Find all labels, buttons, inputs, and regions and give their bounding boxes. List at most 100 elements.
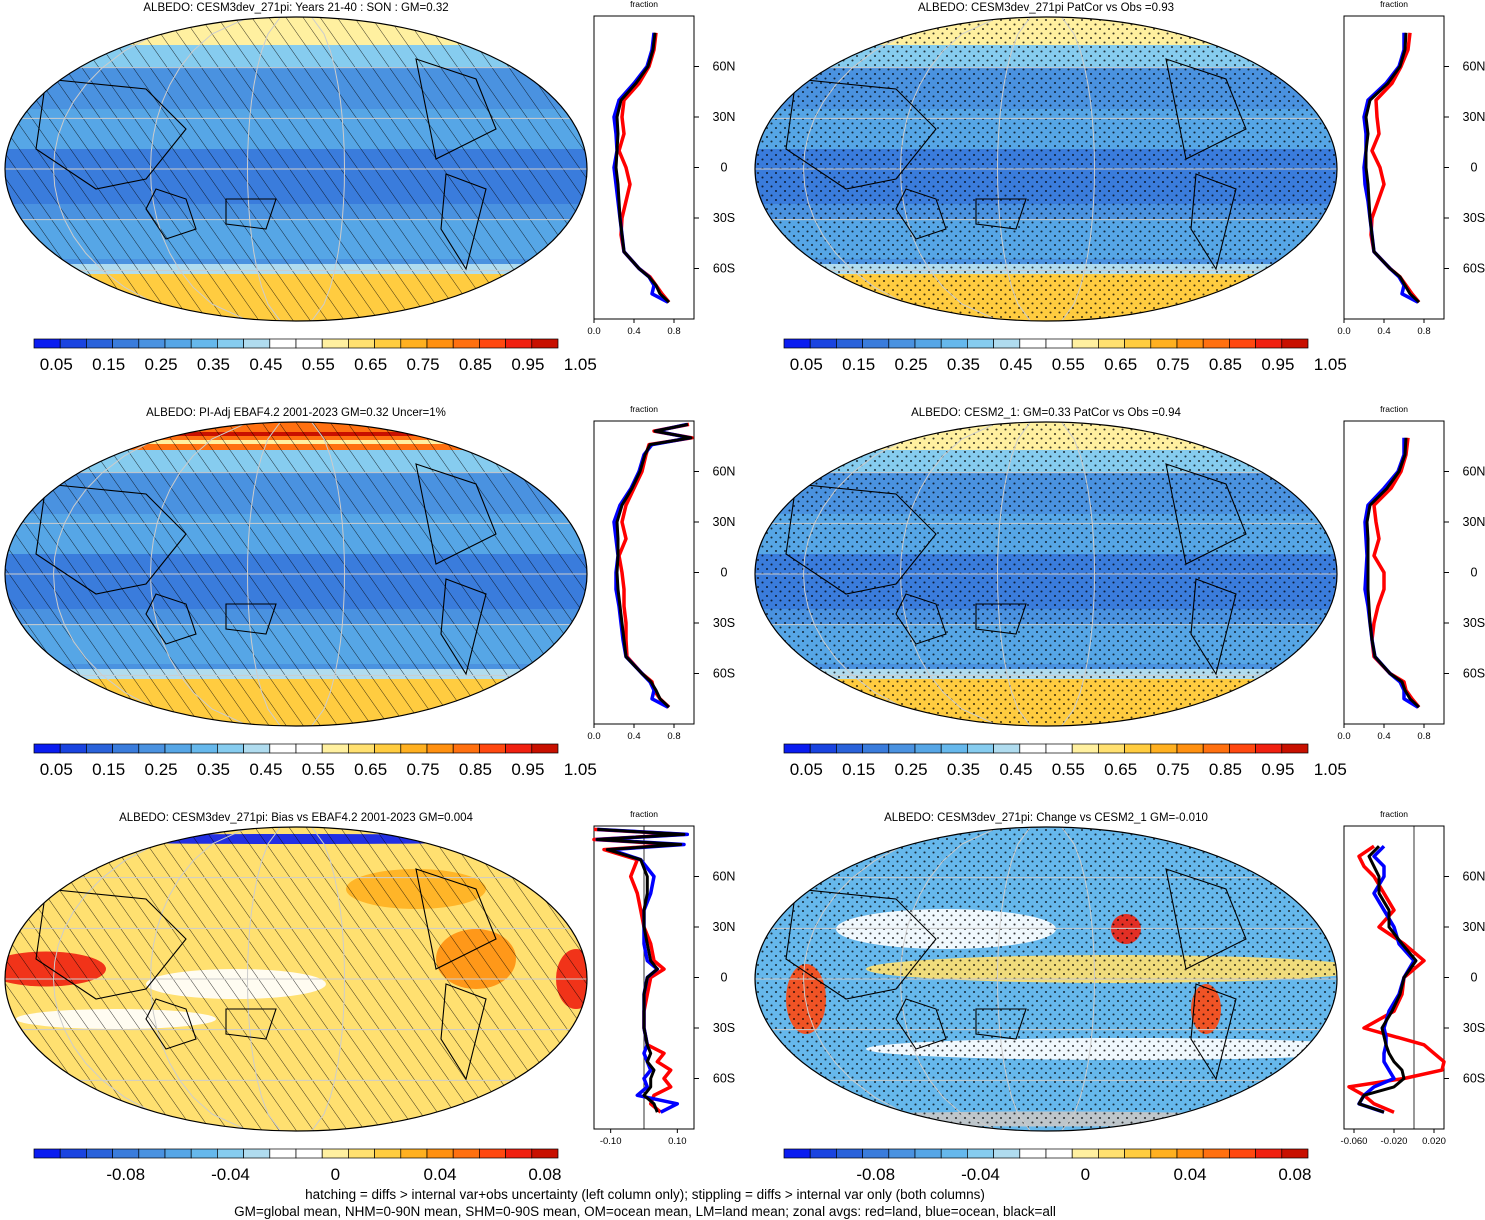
- colorbar-tick-label: 0.55: [302, 760, 335, 779]
- colorbar-tick-label: 0.05: [40, 760, 73, 779]
- colorbar-tick-label: 0.75: [407, 760, 440, 779]
- zonal-xtick-label: 0.4: [627, 326, 640, 337]
- colorbar-tick-label: 0.85: [459, 355, 492, 374]
- zonal-xtick-label: 0.0: [1337, 326, 1350, 337]
- colorbar-box: [375, 339, 401, 348]
- colorbar-box: [1229, 1149, 1255, 1158]
- colorbar-box: [217, 744, 243, 753]
- zonal-ytick-label: 30S: [1463, 211, 1485, 225]
- colorbar-box: [784, 1149, 810, 1158]
- zonal-title: fraction: [630, 404, 658, 414]
- zonal-ytick-label: 60N: [1463, 60, 1485, 74]
- colorbar-box: [427, 339, 453, 348]
- panel-6: ALBEDO: CESM3dev_271pi: Change vs CESM2_…: [707, 809, 1485, 1184]
- colorbar-box: [60, 744, 86, 753]
- colorbar-box: [375, 1149, 401, 1158]
- map-title: ALBEDO: CESM2_1: GM=0.33 PatCor vs Obs =…: [911, 407, 1181, 419]
- colorbar-box: [191, 1149, 217, 1158]
- colorbar-box: [1151, 339, 1177, 348]
- colorbar-box: [244, 339, 270, 348]
- zonal-xtick-label: 0.020: [1422, 1136, 1446, 1147]
- continent-outline: [1236, 29, 1306, 59]
- zonal-xtick-label: 0.0: [587, 326, 600, 337]
- zonal-ytick-label: 30N: [713, 515, 736, 529]
- colorbar-box: [453, 1149, 479, 1158]
- zonal-title: fraction: [1380, 404, 1408, 414]
- colorbar-tick-label: 1.05: [1314, 760, 1347, 779]
- zonal-ytick-label: 0: [1471, 971, 1478, 985]
- colorbar-box: [375, 744, 401, 753]
- continent-outline: [486, 434, 556, 464]
- zonal-ytick-label: 60S: [1463, 1072, 1485, 1086]
- zonal-ytick-label: 60S: [1463, 667, 1485, 681]
- colorbar-box: [165, 339, 191, 348]
- colorbar-box: [784, 339, 810, 348]
- colorbar-tick-label: 0: [331, 1165, 340, 1184]
- zonal-ytick-label: 30S: [1463, 616, 1485, 630]
- colorbar-tick-label: 0.65: [354, 760, 387, 779]
- zonal-title: fraction: [1380, 0, 1408, 9]
- colorbar-box: [479, 744, 505, 753]
- colorbar-tick-label: 1.05: [1314, 355, 1347, 374]
- zonal-xtick-label: 0.0: [587, 731, 600, 742]
- colorbar-box: [113, 744, 139, 753]
- colorbar-box: [836, 1149, 862, 1158]
- zonal-frame: [1344, 826, 1444, 1129]
- zonal-xtick-label: -0.10: [600, 1136, 622, 1147]
- colorbar-tick-label: 0.55: [1052, 760, 1085, 779]
- colorbar-box: [941, 339, 967, 348]
- colorbar-box: [1046, 744, 1072, 753]
- colorbar-box: [1020, 339, 1046, 348]
- colorbar-box: [967, 744, 993, 753]
- colorbar-tick-label: 0.15: [842, 355, 875, 374]
- colorbar-box: [244, 1149, 270, 1158]
- colorbar-box: [1125, 339, 1151, 348]
- zonal-ytick-label: 30N: [1463, 515, 1485, 529]
- colorbar-box: [836, 339, 862, 348]
- zonal-ytick-label: 60N: [713, 465, 736, 479]
- colorbar-box: [1151, 1149, 1177, 1158]
- zonal-xtick-label: 0.8: [667, 326, 680, 337]
- colorbar-tick-label: 0.65: [1104, 760, 1137, 779]
- colorbar-box: [322, 744, 348, 753]
- colorbar-box: [401, 744, 427, 753]
- colorbar-box: [810, 744, 836, 753]
- colorbar-box: [967, 1149, 993, 1158]
- colorbar-box: [863, 744, 889, 753]
- colorbar-box: [191, 339, 217, 348]
- colorbar-tick-label: 0.05: [40, 355, 73, 374]
- colorbar-box: [915, 339, 941, 348]
- colorbar-tick-label: 0: [1081, 1165, 1090, 1184]
- colorbar-box: [967, 339, 993, 348]
- colorbar-tick-label: -0.08: [106, 1165, 145, 1184]
- colorbar-box: [113, 339, 139, 348]
- colorbar-box: [479, 1149, 505, 1158]
- zonal-ytick-label: 60S: [713, 262, 735, 276]
- colorbar-box: [34, 339, 60, 348]
- colorbar-box: [506, 1149, 532, 1158]
- zonal-ytick-label: 60S: [713, 667, 735, 681]
- colorbar-box: [994, 744, 1020, 753]
- colorbar-tick-label: 1.05: [564, 355, 597, 374]
- colorbar-tick-label: -0.08: [856, 1165, 895, 1184]
- colorbar-box: [784, 744, 810, 753]
- colorbar-box: [86, 1149, 112, 1158]
- colorbar-tick-label: 0.25: [145, 760, 178, 779]
- colorbar-box: [1072, 744, 1098, 753]
- colorbar-tick-label: 0.85: [1209, 355, 1242, 374]
- colorbar-box: [165, 744, 191, 753]
- colorbar-box: [244, 744, 270, 753]
- colorbar-tick-label: 0.25: [895, 355, 928, 374]
- zonal-ytick-label: 60N: [713, 60, 736, 74]
- colorbar-tick-label: 0.45: [249, 760, 282, 779]
- zonal-xtick-label: 0.0: [1337, 731, 1350, 742]
- zonal-ytick-label: 30N: [713, 110, 736, 124]
- zonal-ytick-label: 60N: [1463, 870, 1485, 884]
- colorbar-tick-label: 0.04: [424, 1165, 457, 1184]
- colorbar-box: [889, 744, 915, 753]
- colorbar-box: [915, 1149, 941, 1158]
- zonal-xtick-label: 0.4: [1377, 731, 1390, 742]
- colorbar-box: [139, 1149, 165, 1158]
- colorbar-box: [1151, 744, 1177, 753]
